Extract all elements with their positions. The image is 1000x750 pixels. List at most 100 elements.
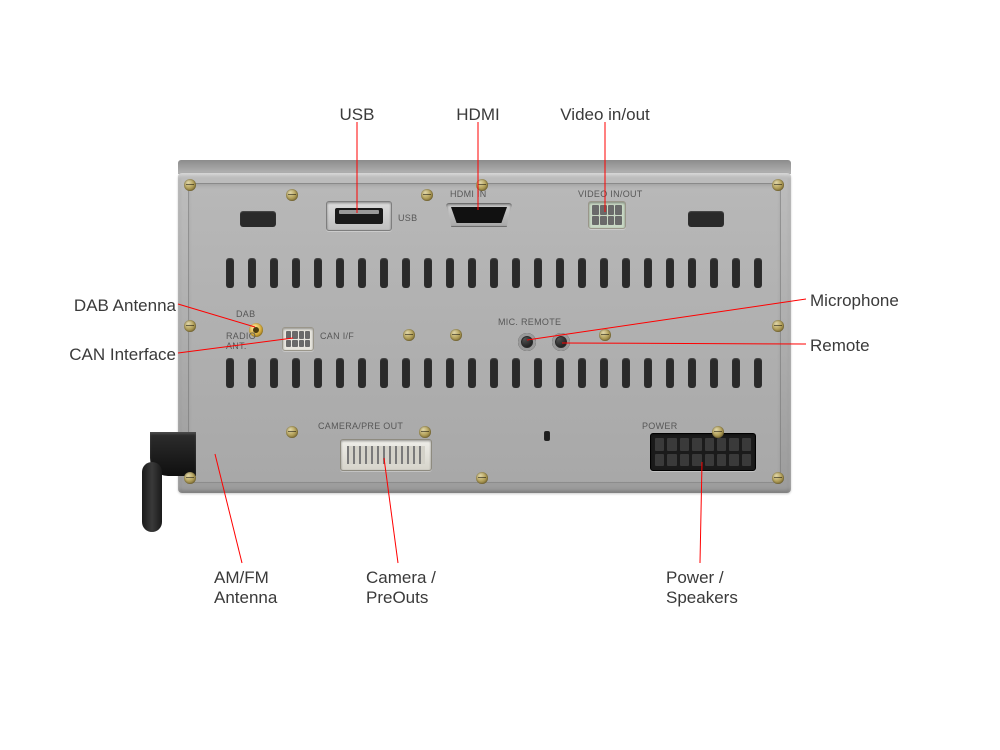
- screw: [286, 426, 298, 438]
- vent-slot: [490, 358, 498, 388]
- callout-label-power: Power / Speakers: [666, 568, 738, 609]
- vent-slot: [424, 358, 432, 388]
- vent-slot: [468, 358, 476, 388]
- vent-slot: [380, 358, 388, 388]
- vent-slot: [512, 358, 520, 388]
- usb-port: [326, 201, 392, 231]
- vent-slot: [622, 258, 630, 288]
- vent-slot: [270, 258, 278, 288]
- screw: [286, 189, 298, 201]
- vent-slot: [240, 211, 276, 227]
- vent-slot: [314, 258, 322, 288]
- vent-slot: [754, 258, 762, 288]
- vent-slot: [314, 358, 322, 388]
- panel-top-edge: [178, 160, 791, 174]
- callout-label-amfm: AM/FM Antenna: [214, 568, 277, 609]
- vent-slot: [666, 358, 674, 388]
- screw: [476, 472, 488, 484]
- screw: [184, 179, 196, 191]
- screw: [419, 426, 431, 438]
- vent-slot: [226, 258, 234, 288]
- screw: [421, 189, 433, 201]
- vent-slot: [402, 258, 410, 288]
- vent-slot: [534, 358, 542, 388]
- etched-label: USB: [398, 213, 417, 223]
- etched-label: CAN I/F: [320, 331, 354, 341]
- screw: [772, 320, 784, 332]
- vent-slot: [644, 358, 652, 388]
- callout-label-dab: DAB Antenna: [74, 296, 176, 316]
- vent-slot: [358, 358, 366, 388]
- reset-hole: [544, 431, 550, 441]
- screw: [772, 179, 784, 191]
- video-io-port: [588, 201, 626, 229]
- vent-slot: [534, 258, 542, 288]
- vent-slot: [556, 258, 564, 288]
- vent-slot: [600, 258, 608, 288]
- screw: [450, 329, 462, 341]
- hdmi-port: [446, 203, 512, 227]
- device-panel: USB HDMI IN VIDEO IN/OUT DAB RADIO ANT.: [178, 173, 791, 493]
- vent-slot: [248, 258, 256, 288]
- etched-label: VIDEO IN/OUT: [578, 189, 643, 199]
- callout-label-usb: USB: [340, 105, 375, 125]
- power-speakers-port: [650, 433, 756, 471]
- vent-slot: [336, 258, 344, 288]
- device-panel-inner: USB HDMI IN VIDEO IN/OUT DAB RADIO ANT.: [188, 183, 781, 483]
- vent-slot: [226, 358, 234, 388]
- vent-slot: [688, 211, 724, 227]
- etched-label: MIC. REMOTE: [498, 317, 561, 327]
- vent-slot: [710, 358, 718, 388]
- screw: [599, 329, 611, 341]
- vent-slot: [622, 358, 630, 388]
- screw: [772, 472, 784, 484]
- vent-slot: [468, 258, 476, 288]
- callout-label-can: CAN Interface: [69, 345, 176, 365]
- screw: [476, 179, 488, 191]
- vent-slot: [358, 258, 366, 288]
- vent-slot: [754, 358, 762, 388]
- vent-slot: [578, 258, 586, 288]
- vent-slot: [688, 258, 696, 288]
- vent-slot: [556, 358, 564, 388]
- antenna-cable: [150, 432, 196, 476]
- vent-slot: [732, 358, 740, 388]
- vent-slot: [512, 258, 520, 288]
- vent-slot: [446, 358, 454, 388]
- vent-slot: [666, 258, 674, 288]
- remote-jack: [552, 333, 570, 351]
- vent-slot: [292, 258, 300, 288]
- microphone-jack: [518, 333, 536, 351]
- vent-slot: [336, 358, 344, 388]
- screw: [184, 320, 196, 332]
- screw: [712, 426, 724, 438]
- vent-slot: [292, 358, 300, 388]
- vent-slot: [446, 258, 454, 288]
- screw: [403, 329, 415, 341]
- etched-label: RADIO ANT.: [226, 331, 256, 351]
- vent-slot: [600, 358, 608, 388]
- vent-slot: [248, 358, 256, 388]
- vent-slot: [578, 358, 586, 388]
- vent-slot: [270, 358, 278, 388]
- vent-slot: [688, 358, 696, 388]
- callout-label-remote: Remote: [810, 336, 870, 356]
- vent-slot: [732, 258, 740, 288]
- callout-label-camera: Camera / PreOuts: [366, 568, 436, 609]
- callout-label-video: Video in/out: [560, 105, 649, 125]
- camera-preout-port: [340, 439, 432, 471]
- vent-slot: [490, 258, 498, 288]
- vent-slot: [380, 258, 388, 288]
- callout-label-mic: Microphone: [810, 291, 899, 311]
- vent-slot: [424, 258, 432, 288]
- vent-slot: [710, 258, 718, 288]
- can-interface-port: [282, 327, 314, 351]
- vent-slot: [644, 258, 652, 288]
- etched-label: POWER: [642, 421, 678, 431]
- etched-label: DAB: [236, 309, 255, 319]
- callout-label-hdmi: HDMI: [456, 105, 499, 125]
- etched-label: CAMERA/PRE OUT: [318, 421, 403, 431]
- screw: [184, 472, 196, 484]
- diagram-stage: { "canvas": { "width": 1000, "height": 7…: [0, 0, 1000, 750]
- vent-slot: [402, 358, 410, 388]
